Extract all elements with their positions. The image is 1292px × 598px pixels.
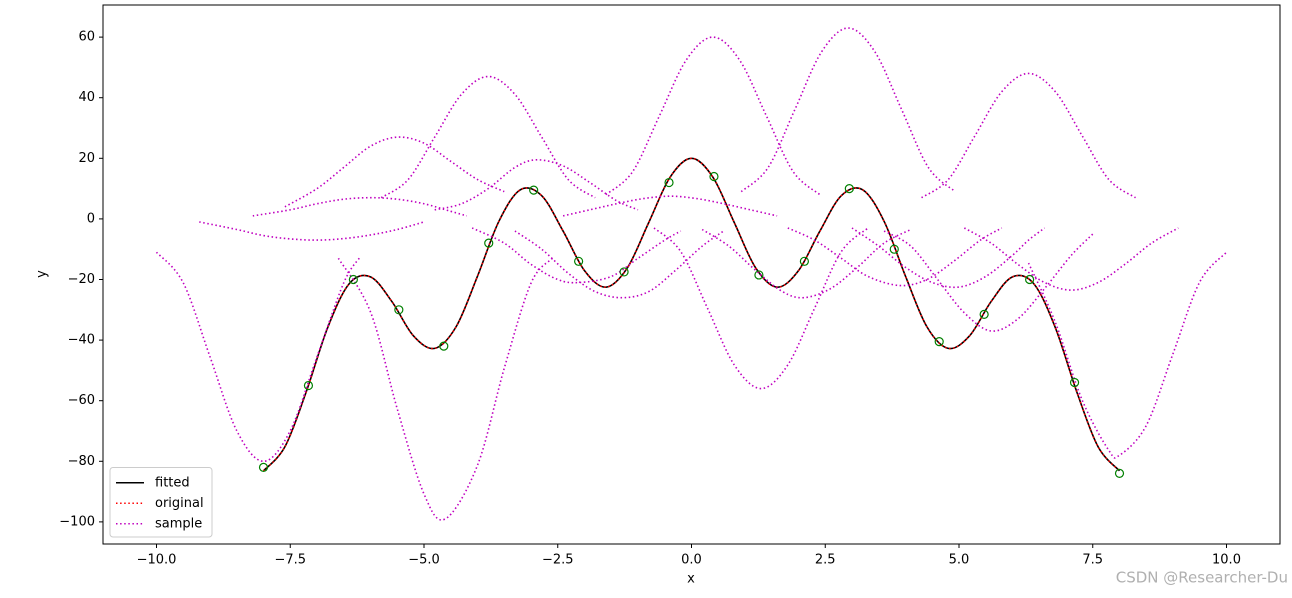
y-tick-label: 40	[78, 90, 95, 105]
data-point	[1025, 274, 1035, 285]
x-tick-label: 10.0	[1212, 553, 1241, 568]
y-tick-label: 0	[87, 211, 95, 226]
data-point	[258, 462, 269, 472]
data-point	[754, 270, 764, 280]
plot-area	[155, 27, 1228, 521]
x-tick-label: −7.5	[274, 553, 306, 568]
x-tick-label: −5.0	[408, 553, 440, 568]
x-tick-label: 7.5	[1082, 553, 1103, 568]
data-point	[844, 184, 854, 194]
y-tick-label: −40	[68, 333, 95, 348]
y-tick-label: −60	[68, 393, 95, 408]
x-tick-label: 2.5	[815, 553, 836, 568]
data-point	[889, 244, 899, 254]
data-point	[799, 256, 809, 266]
y-tick-label: 60	[78, 30, 95, 45]
legend-box	[109, 467, 213, 538]
data-point	[619, 267, 629, 277]
data-point	[303, 380, 314, 391]
legend-label: fitted	[155, 475, 190, 490]
x-tick-label: −10.0	[137, 553, 177, 568]
data-point	[979, 309, 989, 319]
y-tick-label: −20	[68, 272, 95, 287]
data-point	[484, 238, 494, 248]
y-tick-label: 20	[78, 151, 95, 166]
data-point	[574, 256, 584, 266]
data-point	[439, 341, 449, 351]
y-tick-label: −100	[59, 514, 95, 529]
y-tick-label: −80	[68, 454, 95, 469]
data-point	[348, 274, 358, 285]
x-tick-label: 0.0	[681, 553, 702, 568]
data-point	[394, 305, 404, 315]
data-point	[1114, 468, 1125, 479]
y-axis-label: y	[35, 270, 50, 278]
data-point	[1069, 377, 1080, 388]
data-point	[664, 177, 674, 188]
line	[155, 27, 1228, 521]
x-tick-label: −2.5	[542, 553, 574, 568]
legend-label: sample	[155, 516, 202, 531]
data-point	[529, 185, 539, 195]
legend-label: original	[155, 496, 204, 511]
x-tick-label: 5.0	[949, 553, 970, 568]
watermark: CSDN @Researcher-Du	[1116, 569, 1288, 587]
x-axis-label: x	[687, 572, 695, 587]
legend: fitted original sample	[109, 467, 213, 538]
data-point	[934, 337, 944, 347]
line	[262, 157, 1121, 472]
data-point	[709, 171, 719, 182]
